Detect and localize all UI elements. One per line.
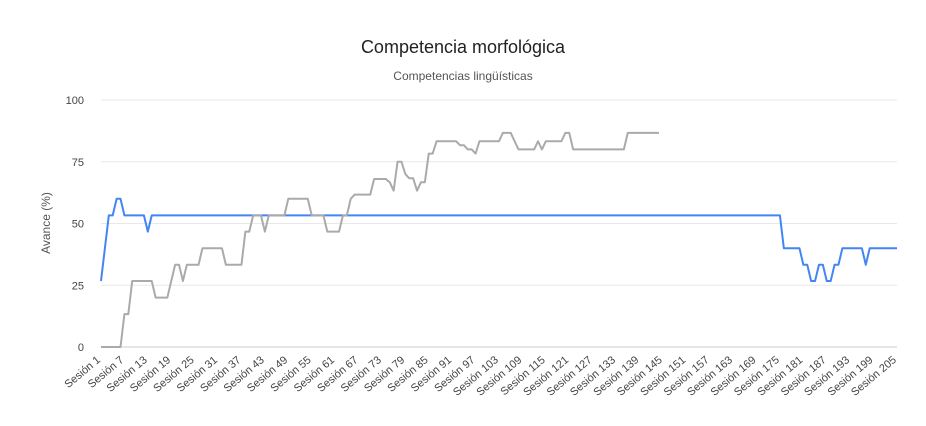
series-line (100, 197, 897, 283)
y-axis-label: Avance (%) (39, 192, 53, 254)
series-line (101, 131, 659, 348)
y-tick-label: 100 (66, 95, 84, 107)
y-tick-label: 50 (72, 219, 84, 231)
y-tick-label: 0 (78, 342, 84, 354)
y-tick-label: 25 (72, 280, 84, 292)
y-tick-label: 75 (72, 157, 84, 169)
chart-title: Competencia morfológica (361, 37, 566, 57)
chart-subtitle: Competencias lingüísticas (393, 69, 532, 83)
